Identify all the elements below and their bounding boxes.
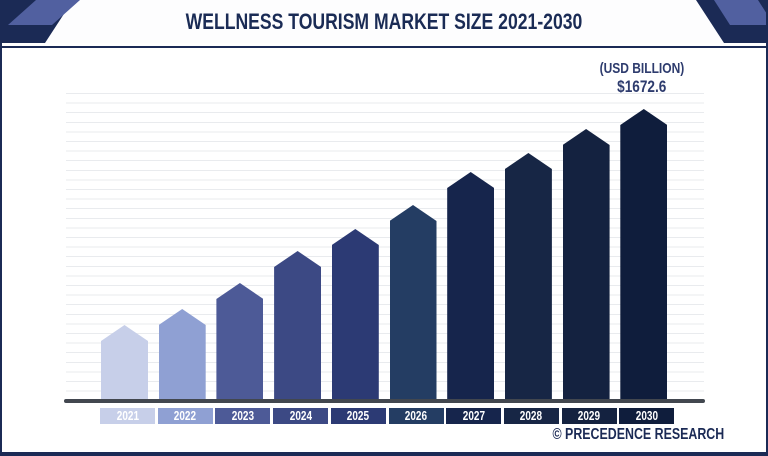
x-label-2025: 2025: [330, 408, 386, 424]
page-title-text: WELLNESS TOURISM MARKET SIZE 2021-2030: [185, 9, 583, 34]
bar-2024: [274, 251, 322, 401]
header-divider: [2, 46, 766, 48]
bar-2022: [158, 309, 206, 401]
x-label-2021: 2021: [100, 408, 155, 424]
bar-2021: [101, 325, 148, 401]
bar-2026: [389, 205, 437, 401]
bar-2028: [504, 153, 552, 401]
unit-label: (USD BILLION): [599, 60, 685, 77]
header-ribbon: [45, 0, 724, 43]
x-label-2022: 2022: [157, 408, 213, 424]
x-label-2026: 2026: [388, 408, 444, 424]
bar-2029: [562, 129, 610, 401]
value-label: $1672.6: [617, 77, 667, 96]
x-label-2030: 2030: [619, 408, 675, 424]
x-label-2027: 2027: [446, 408, 502, 424]
bar-2027: [447, 172, 495, 401]
bar-2025: [331, 229, 379, 401]
x-label-2023: 2023: [215, 408, 271, 424]
bar-2023: [216, 283, 264, 401]
bar-2030: [620, 109, 668, 401]
value-annotation: (USD BILLION) $1672.6: [558, 60, 726, 96]
x-axis-line: [64, 399, 705, 403]
header-banner: WELLNESS TOURISM MARKET SIZE 2021-2030: [2, 0, 766, 43]
plot-area: [66, 93, 704, 401]
watermark-text: © PRECEDENCE RESEARCH: [552, 426, 725, 443]
x-label-2024: 2024: [273, 408, 329, 424]
x-label-2029: 2029: [561, 408, 617, 424]
x-label-2028: 2028: [503, 408, 559, 424]
watermark: © PRECEDENCE RESEARCH: [531, 426, 746, 444]
page-title: WELLNESS TOURISM MARKET SIZE 2021-2030: [2, 0, 766, 43]
